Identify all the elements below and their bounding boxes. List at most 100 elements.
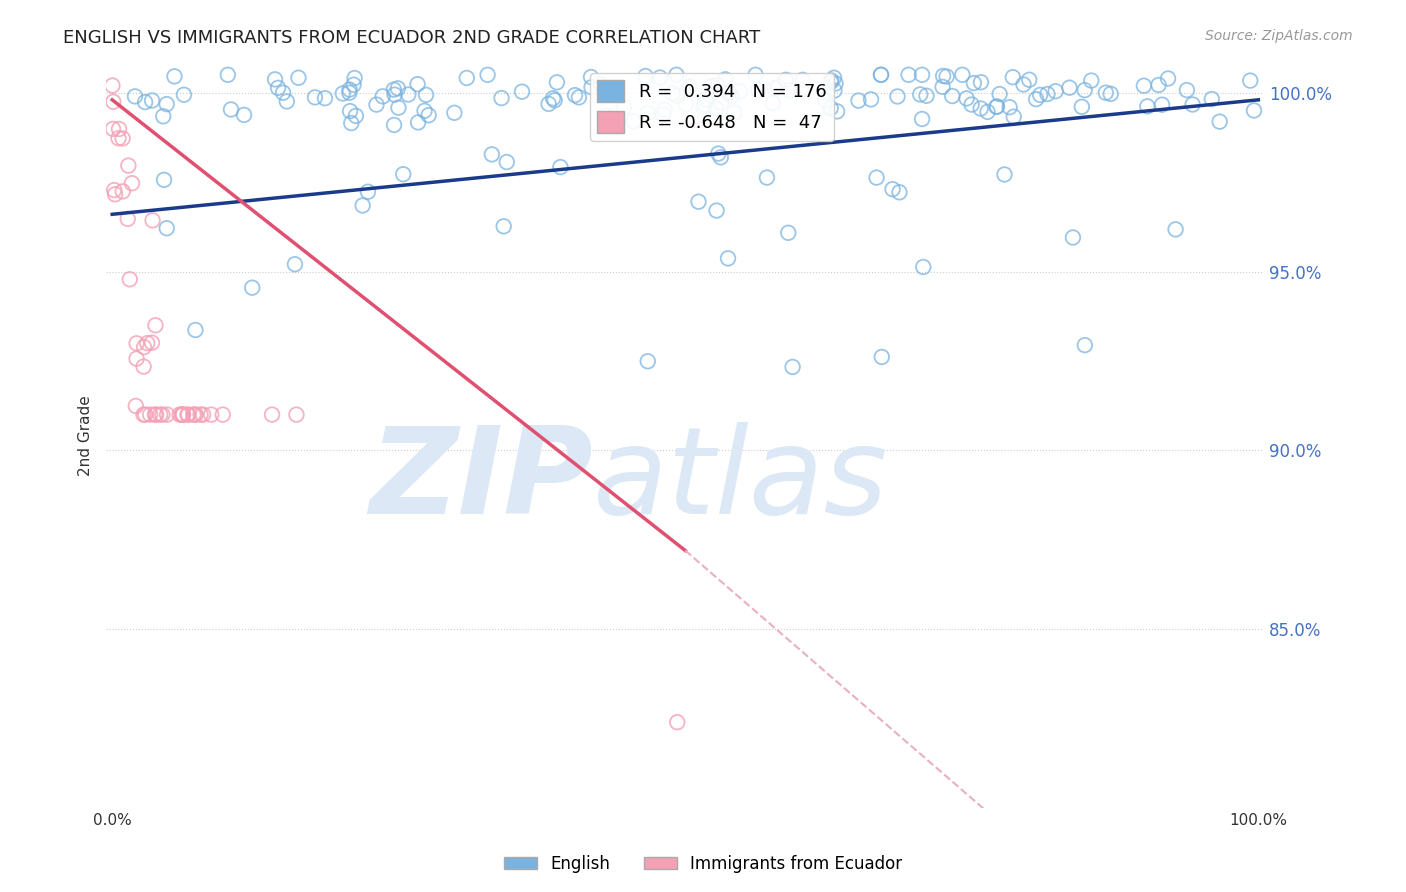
Point: [101, 78, 124, 93]
Point: [1001, 70, 1024, 85]
Point: [720, 89, 742, 103]
Point: [969, 102, 991, 116]
Point: [1243, 103, 1265, 118]
Point: [865, 170, 887, 185]
Point: [384, 87, 406, 102]
Point: [172, 408, 194, 422]
Legend: R =  0.394   N = 176, R = -0.648   N =  47: R = 0.394 N = 176, R = -0.648 N = 47: [591, 73, 834, 141]
Point: [543, 93, 565, 107]
Legend: English, Immigrants from Ecuador: English, Immigrants from Ecuador: [496, 848, 910, 880]
Point: [125, 336, 148, 351]
Point: [706, 78, 728, 92]
Point: [117, 211, 139, 226]
Point: [666, 88, 689, 103]
Point: [125, 351, 148, 366]
Point: [1062, 230, 1084, 244]
Point: [1164, 222, 1187, 236]
Point: [717, 252, 740, 266]
Point: [700, 78, 723, 93]
Point: [1025, 92, 1047, 106]
Point: [744, 68, 766, 82]
Point: [815, 86, 838, 100]
Point: [152, 109, 174, 123]
Point: [714, 72, 737, 87]
Point: [1133, 78, 1156, 93]
Point: [344, 109, 367, 123]
Point: [172, 408, 194, 422]
Point: [117, 159, 139, 173]
Point: [1029, 87, 1052, 102]
Point: [284, 257, 307, 271]
Point: [1150, 97, 1173, 112]
Point: [163, 70, 186, 84]
Point: [762, 96, 785, 111]
Point: [173, 87, 195, 102]
Point: [955, 91, 977, 105]
Point: [790, 83, 813, 97]
Point: [477, 68, 499, 82]
Point: [121, 176, 143, 190]
Point: [675, 97, 697, 112]
Point: [343, 71, 366, 86]
Point: [108, 122, 131, 136]
Point: [546, 75, 568, 89]
Point: [103, 95, 125, 109]
Point: [240, 281, 263, 295]
Point: [870, 350, 893, 364]
Point: [276, 95, 298, 109]
Point: [763, 81, 786, 95]
Point: [287, 70, 309, 85]
Point: [723, 105, 745, 120]
Point: [142, 213, 165, 227]
Point: [184, 323, 207, 337]
Point: [613, 101, 636, 115]
Point: [111, 185, 134, 199]
Point: [143, 408, 166, 422]
Point: [541, 91, 564, 105]
Text: atlas: atlas: [593, 422, 889, 539]
Point: [156, 97, 179, 112]
Point: [706, 102, 728, 116]
Point: [779, 83, 801, 97]
Point: [191, 408, 214, 422]
Point: [491, 91, 513, 105]
Point: [550, 160, 572, 174]
Point: [707, 146, 730, 161]
Point: [406, 77, 429, 91]
Point: [886, 89, 908, 103]
Point: [200, 408, 222, 422]
Y-axis label: 2nd Grade: 2nd Grade: [79, 396, 93, 476]
Point: [340, 116, 363, 130]
Point: [882, 182, 904, 196]
Point: [149, 408, 172, 422]
Point: [637, 354, 659, 368]
Point: [141, 94, 163, 108]
Point: [998, 100, 1021, 114]
Point: [107, 131, 129, 145]
Point: [492, 219, 515, 234]
Point: [136, 336, 159, 351]
Point: [654, 103, 676, 117]
Point: [621, 114, 644, 128]
Point: [406, 115, 429, 129]
Point: [897, 68, 920, 82]
Point: [132, 408, 155, 422]
Point: [915, 88, 938, 103]
Point: [568, 90, 591, 104]
Point: [1018, 72, 1040, 87]
Point: [387, 101, 409, 115]
Point: [304, 90, 326, 104]
Point: [337, 86, 360, 100]
Point: [537, 96, 560, 111]
Point: [652, 107, 675, 121]
Point: [648, 70, 671, 85]
Point: [150, 408, 173, 422]
Point: [581, 80, 603, 95]
Point: [710, 95, 733, 110]
Point: [510, 85, 533, 99]
Point: [177, 408, 200, 422]
Point: [371, 89, 394, 103]
Point: [332, 87, 354, 101]
Point: [211, 408, 233, 422]
Point: [579, 70, 602, 84]
